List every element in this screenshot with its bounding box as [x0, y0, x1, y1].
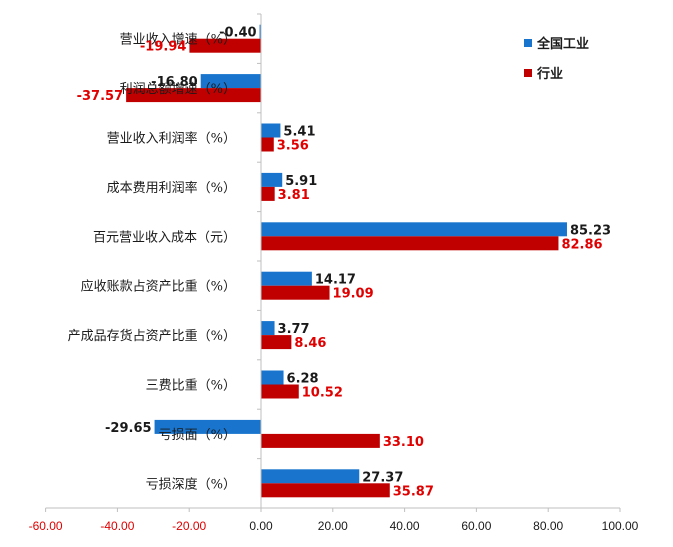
data-label-industry: 35.87 — [393, 484, 434, 499]
bar-industry — [189, 38, 261, 53]
data-label-industry: 10.52 — [302, 386, 343, 401]
bar-national — [261, 321, 275, 336]
x-tick-label: 0.00 — [249, 519, 273, 533]
category-label: 营业收入增速（%） — [120, 33, 236, 48]
bar-industry — [261, 236, 559, 251]
bar-national — [154, 419, 261, 434]
x-tick-label: -40.00 — [100, 519, 134, 533]
bar-industry — [261, 384, 299, 399]
data-label-national: 5.91 — [285, 174, 317, 189]
bar-industry — [126, 88, 261, 103]
category-label: 产成品存货占资产比重（%） — [68, 328, 236, 344]
bar-industry — [261, 483, 390, 498]
x-tick-label: -20.00 — [172, 519, 206, 533]
category-labels: 营业收入增速（%） 利润总额增速（%） 营业收入利润率（%） 成本费用利润率（%） 百元… — [68, 33, 236, 493]
x-tick-label: 100.00 — [602, 519, 639, 533]
data-label-national: 3.77 — [278, 322, 310, 337]
x-axis: -60.00 -40.00 -20.00 0.00 20.00 40.00 60.00 80.… — [29, 13, 639, 533]
legend-swatch — [524, 69, 532, 77]
x-tick-label: 20.00 — [318, 519, 348, 533]
data-label-national: -29.65 — [105, 421, 152, 436]
bar-national — [261, 370, 284, 385]
data-label-industry: 82.86 — [561, 237, 602, 252]
bar-national — [200, 74, 261, 89]
category-label: 应收账款占资产比重（%） — [81, 279, 236, 295]
bar-industry — [261, 335, 292, 350]
category-label: 亏损深度（%） — [146, 476, 236, 492]
category-label: 利润总额增速（%） — [120, 82, 236, 97]
data-label-national: 85.23 — [570, 223, 611, 238]
category-label: 亏损面（%） — [159, 428, 236, 443]
bar-national — [261, 123, 281, 138]
bar-industry — [261, 285, 330, 300]
data-label-national: 27.37 — [362, 470, 403, 485]
x-tick-label: -60.00 — [29, 519, 63, 533]
bar-national — [261, 172, 283, 187]
category-label: 成本费用利润率（%） — [107, 180, 236, 196]
data-label-national: -16.80 — [151, 75, 198, 90]
x-tick-label: 80.00 — [533, 519, 563, 533]
data-label-industry: -19.94 — [140, 40, 187, 55]
bar-industry — [261, 186, 275, 201]
legend-swatch — [524, 39, 532, 47]
legend-label: 行业 — [536, 66, 563, 82]
data-label-national: 5.41 — [283, 125, 315, 140]
data-label-national: -0.40 — [219, 26, 256, 41]
data-label-industry: 33.10 — [383, 435, 424, 450]
data-label-national: 6.28 — [287, 372, 319, 387]
category-label: 三费比重（%） — [146, 378, 236, 394]
value-labels: -0.40 -19.94 -16.80 -37.57 5.413.56 5.913.81 8… — [77, 26, 611, 500]
bar-industry — [261, 137, 274, 152]
bar-national — [261, 222, 567, 237]
data-label-industry: 19.09 — [333, 287, 374, 302]
bars-layer — [126, 24, 567, 498]
data-label-industry: 3.56 — [277, 139, 309, 154]
bar-national — [259, 24, 261, 39]
data-label-industry: 3.81 — [278, 188, 310, 203]
bar-national — [261, 271, 312, 286]
bar-industry — [261, 433, 380, 448]
legend-label: 全国工业 — [536, 36, 589, 52]
data-label-national: 14.17 — [315, 273, 356, 288]
category-label: 营业收入利润率（%） — [107, 131, 236, 147]
data-label-industry: -37.57 — [77, 89, 124, 104]
bar-national — [261, 469, 360, 484]
category-label: 百元营业收入成本（元） — [93, 230, 236, 245]
x-tick-label: 60.00 — [461, 519, 491, 533]
data-label-industry: 8.46 — [294, 336, 326, 351]
x-tick-label: 40.00 — [390, 519, 420, 533]
